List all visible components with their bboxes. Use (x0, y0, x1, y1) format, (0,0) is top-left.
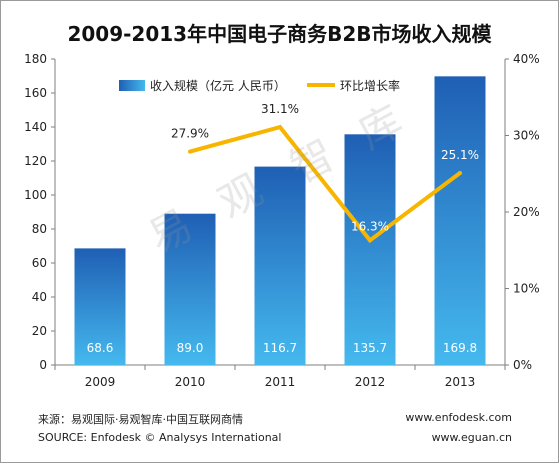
growth-rate-point (278, 125, 282, 130)
legend-bar-swatch (119, 80, 145, 91)
x-tick-label: 2009 (85, 375, 116, 389)
growth-rate-label: 31.1% (261, 102, 299, 116)
bar-value-label: 116.7 (263, 341, 297, 355)
source-cn: 来源：易观国际·易观智库·中国互联网商情 (38, 413, 243, 426)
y-tick-label: 20 (32, 324, 47, 338)
source-en: SOURCE: Enfodesk © Analysys Internationa… (38, 431, 282, 444)
y2-tick-label: 30% (513, 129, 540, 143)
bar-value-label: 68.6 (87, 341, 114, 355)
growth-rate-label: 25.1% (441, 148, 479, 162)
legend-line-label: 环比增长率 (340, 78, 400, 93)
y-tick-label: 80 (32, 222, 47, 236)
bar-2011 (254, 166, 306, 365)
website-url-enfodesk[interactable]: www.enfodesk.com (405, 411, 512, 424)
bar-2010 (164, 213, 216, 365)
bar-value-label: 89.0 (177, 341, 204, 355)
growth-rate-point (458, 170, 462, 175)
y-tick-label: 180 (24, 52, 47, 66)
y-tick-label: 160 (24, 86, 47, 100)
y-tick-label: 60 (32, 256, 47, 270)
y-tick-label: 0 (39, 358, 47, 372)
y-tick-label: 120 (24, 154, 47, 168)
x-tick-label: 2012 (355, 375, 386, 389)
growth-rate-label: 27.9% (171, 127, 209, 141)
x-tick-label: 2013 (445, 375, 476, 389)
website-url-eguan[interactable]: www.eguan.cn (431, 431, 512, 444)
y-tick-label: 140 (24, 120, 47, 134)
growth-rate-point (368, 238, 372, 243)
bar-value-label: 169.8 (443, 341, 477, 355)
bar-2013 (434, 76, 486, 365)
growth-rate-line (189, 124, 462, 244)
y-tick-label: 40 (32, 290, 47, 304)
legend-bar-label: 收入规模（亿元 人民币） (150, 78, 286, 93)
y2-tick-label: 0% (513, 358, 532, 372)
x-tick-label: 2010 (175, 375, 206, 389)
bar-2009 (74, 248, 126, 365)
chart-title: 2009-2013年中国电子商务B2B市场收入规模 (67, 22, 492, 46)
y2-tick-label: 20% (513, 205, 540, 219)
growth-rate-point (188, 149, 192, 154)
y2-tick-label: 40% (513, 52, 540, 66)
y-tick-label: 100 (24, 188, 47, 202)
bar-2012 (344, 134, 396, 365)
growth-rate-label: 16.3% (351, 219, 389, 233)
x-tick-label: 2011 (265, 375, 296, 389)
y2-tick-label: 10% (513, 282, 540, 296)
bar-value-label: 135.7 (353, 341, 387, 355)
